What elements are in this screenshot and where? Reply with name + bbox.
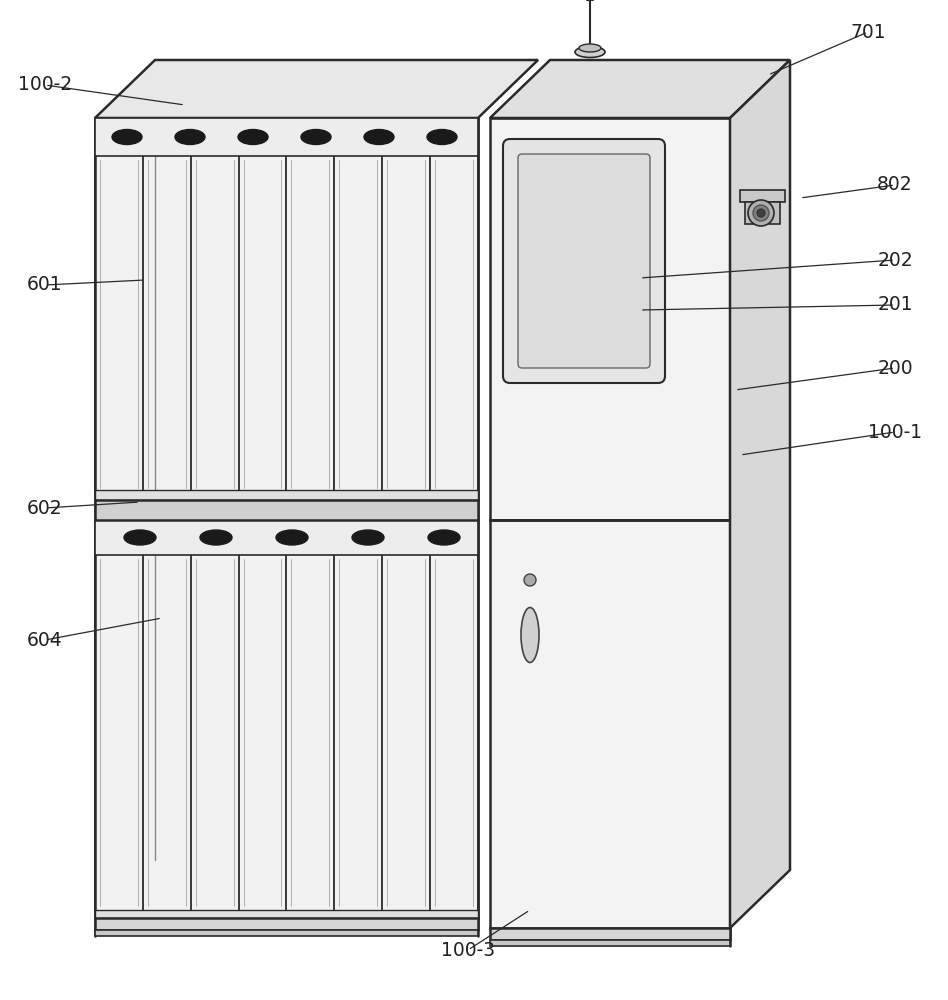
Ellipse shape — [112, 129, 142, 144]
Polygon shape — [490, 60, 790, 118]
Polygon shape — [95, 60, 538, 118]
Bar — [95, 930, 478, 936]
Ellipse shape — [575, 46, 605, 57]
Ellipse shape — [364, 129, 394, 144]
Bar — [490, 940, 730, 946]
Text: 601: 601 — [27, 275, 63, 294]
Ellipse shape — [175, 129, 205, 144]
Bar — [95, 156, 478, 492]
Text: 701: 701 — [850, 22, 885, 41]
Text: 100-1: 100-1 — [868, 422, 922, 442]
Ellipse shape — [124, 530, 156, 545]
Bar — [490, 520, 730, 928]
Bar — [95, 910, 478, 918]
Bar — [95, 520, 478, 918]
Bar — [95, 118, 478, 500]
Bar — [490, 928, 730, 940]
Bar — [95, 118, 478, 156]
Bar — [95, 500, 478, 520]
Polygon shape — [730, 60, 790, 928]
Polygon shape — [745, 202, 780, 224]
Ellipse shape — [301, 129, 331, 144]
Text: 602: 602 — [27, 498, 63, 518]
Ellipse shape — [748, 200, 774, 226]
Ellipse shape — [579, 44, 601, 52]
Ellipse shape — [753, 205, 769, 221]
Ellipse shape — [238, 129, 268, 144]
Ellipse shape — [200, 530, 232, 545]
Ellipse shape — [521, 607, 539, 662]
Text: 604: 604 — [27, 631, 63, 650]
Text: 201: 201 — [877, 296, 913, 314]
Bar — [95, 520, 478, 555]
Text: 802: 802 — [877, 176, 913, 194]
Bar — [490, 118, 730, 520]
Ellipse shape — [427, 129, 457, 144]
Ellipse shape — [757, 209, 765, 217]
Ellipse shape — [524, 574, 536, 586]
FancyBboxPatch shape — [518, 154, 650, 368]
Text: 100-2: 100-2 — [18, 76, 72, 95]
Text: 200: 200 — [877, 359, 913, 377]
Bar — [95, 555, 478, 910]
Ellipse shape — [428, 530, 460, 545]
Ellipse shape — [352, 530, 384, 545]
Bar — [95, 918, 478, 930]
Bar — [95, 490, 478, 500]
Text: 100-3: 100-3 — [441, 940, 495, 960]
Ellipse shape — [276, 530, 308, 545]
FancyBboxPatch shape — [503, 139, 665, 383]
Polygon shape — [740, 190, 785, 202]
Text: 202: 202 — [877, 250, 913, 269]
